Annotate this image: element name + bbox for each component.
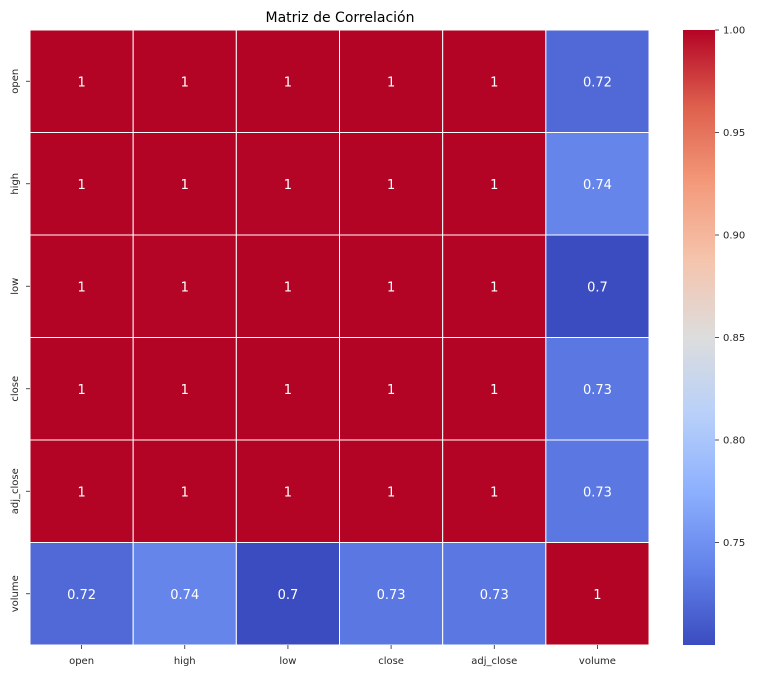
- heatmap-cell-open-close: [339, 29, 444, 133]
- cell-annotation-open-close: 1: [387, 75, 395, 90]
- y-tick-label-open: open: [10, 69, 21, 94]
- x-tick-label-adj_close: adj_close: [471, 656, 517, 667]
- x-axis: open high low close adj_close volume: [69, 645, 616, 667]
- heatmap-cell-adj_close-close: [339, 439, 444, 543]
- heatmap-annotations: 1 1 1 1 1 0.72 1 1 1 1 1 0.74 1 1 1 1 1 0.7 1 1 1 1 1 0.73 1 1 1 1 1…: [67, 75, 612, 603]
- heatmap-cell-volume-open: [29, 542, 134, 646]
- cell-annotation-volume-open: 0.72: [67, 588, 96, 603]
- heatmap-cell-adj_close-low: [235, 439, 341, 543]
- heatmap-cell-close-high: [132, 337, 237, 441]
- y-tick-label-adj_close: adj_close: [10, 468, 21, 514]
- cell-annotation-open-open: 1: [77, 75, 85, 90]
- cell-annotation-volume-volume: 1: [593, 588, 601, 603]
- cell-annotation-adj_close-high: 1: [181, 485, 189, 500]
- cell-annotation-low-low: 1: [284, 280, 292, 295]
- colorbar-tick-label-0.85: 0.85: [723, 333, 745, 344]
- heatmap-cell-high-close: [339, 132, 444, 236]
- heatmap-cell-low-volume: [545, 234, 650, 338]
- x-tick-label-open: open: [69, 656, 94, 667]
- heatmap-cell-low-adj_close: [442, 234, 547, 338]
- heatmap-cell-volume-adj_close: [442, 542, 547, 646]
- cell-annotation-close-close: 1: [387, 383, 395, 398]
- cell-annotation-open-adj_close: 1: [490, 75, 498, 90]
- heatmap-cell-low-close: [339, 234, 444, 338]
- heatmap-cell-high-high: [132, 132, 237, 236]
- cell-annotation-close-adj_close: 1: [490, 383, 498, 398]
- heatmap-cell-close-open: [29, 337, 134, 441]
- heatmap-cell-close-low: [235, 337, 341, 441]
- colorbar-gradient: [683, 30, 715, 645]
- y-tick-label-high: high: [10, 173, 21, 195]
- cell-annotation-open-volume: 0.72: [583, 75, 612, 90]
- colorbar: 0.75 0.80 0.85 0.90 0.95 1.00: [683, 26, 745, 645]
- heatmap-cell-low-open: [29, 234, 134, 338]
- colorbar-tick-label-0.75: 0.75: [723, 538, 745, 549]
- cell-annotation-adj_close-open: 1: [77, 485, 85, 500]
- heatmap-cell-close-adj_close: [442, 337, 547, 441]
- heatmap-cell-low-low: [235, 234, 341, 338]
- heatmap-cell-open-adj_close: [442, 29, 547, 133]
- cell-annotation-high-adj_close: 1: [490, 178, 498, 193]
- y-tick-label-close: close: [10, 376, 21, 402]
- heatmap-cell-close-volume: [545, 337, 650, 441]
- cell-annotation-high-volume: 0.74: [583, 178, 612, 193]
- heatmap-cell-open-high: [132, 29, 237, 133]
- cell-annotation-high-open: 1: [77, 178, 85, 193]
- cell-annotation-low-volume: 0.7: [587, 280, 608, 295]
- cell-annotation-high-high: 1: [181, 178, 189, 193]
- cell-annotation-adj_close-adj_close: 1: [490, 485, 498, 500]
- cell-annotation-high-close: 1: [387, 178, 395, 193]
- heatmap-cell-adj_close-volume: [545, 439, 650, 543]
- heatmap-cell-close-close: [339, 337, 444, 441]
- heatmap-cell-adj_close-open: [29, 439, 134, 543]
- cell-annotation-volume-close: 0.73: [377, 588, 406, 603]
- y-tick-label-volume: volume: [10, 575, 21, 612]
- heatmap-cell-open-volume: [545, 29, 650, 133]
- colorbar-tick-label-0.95: 0.95: [723, 128, 745, 139]
- cell-annotation-low-adj_close: 1: [490, 280, 498, 295]
- cell-annotation-volume-adj_close: 0.73: [480, 588, 509, 603]
- cell-annotation-volume-high: 0.74: [170, 588, 199, 603]
- cell-annotation-open-high: 1: [181, 75, 189, 90]
- x-tick-label-low: low: [279, 656, 296, 667]
- chart-title: Matriz de Correlación: [266, 10, 415, 26]
- heatmap-cell-high-volume: [545, 132, 650, 236]
- cell-annotation-open-low: 1: [284, 75, 292, 90]
- cell-annotation-close-open: 1: [77, 383, 85, 398]
- heatmap-cell-adj_close-adj_close: [442, 439, 547, 543]
- x-tick-label-volume: volume: [579, 656, 616, 667]
- cell-annotation-adj_close-low: 1: [284, 485, 292, 500]
- heatmap-cells: [29, 29, 650, 646]
- colorbar-tick-label-1.00: 1.00: [723, 26, 745, 37]
- cell-annotation-close-low: 1: [284, 383, 292, 398]
- colorbar-tick-label-0.90: 0.90: [723, 231, 745, 242]
- heatmap-cell-low-high: [132, 234, 237, 338]
- cell-annotation-low-open: 1: [77, 280, 85, 295]
- cell-annotation-low-high: 1: [181, 280, 189, 295]
- cell-annotation-high-low: 1: [284, 178, 292, 193]
- x-tick-label-high: high: [174, 656, 196, 667]
- cell-annotation-low-close: 1: [387, 280, 395, 295]
- y-tick-label-low: low: [10, 278, 21, 295]
- heatmap-cell-volume-volume: [545, 542, 650, 646]
- colorbar-tick-label-0.80: 0.80: [723, 436, 745, 447]
- cell-annotation-volume-low: 0.7: [278, 588, 299, 603]
- x-tick-label-close: close: [378, 656, 404, 667]
- heatmap-cell-open-low: [235, 29, 341, 133]
- cell-annotation-close-volume: 0.73: [583, 383, 612, 398]
- cell-annotation-close-high: 1: [181, 383, 189, 398]
- cell-annotation-adj_close-close: 1: [387, 485, 395, 500]
- cell-annotation-adj_close-volume: 0.73: [583, 485, 612, 500]
- heatmap-cell-open-open: [29, 29, 134, 133]
